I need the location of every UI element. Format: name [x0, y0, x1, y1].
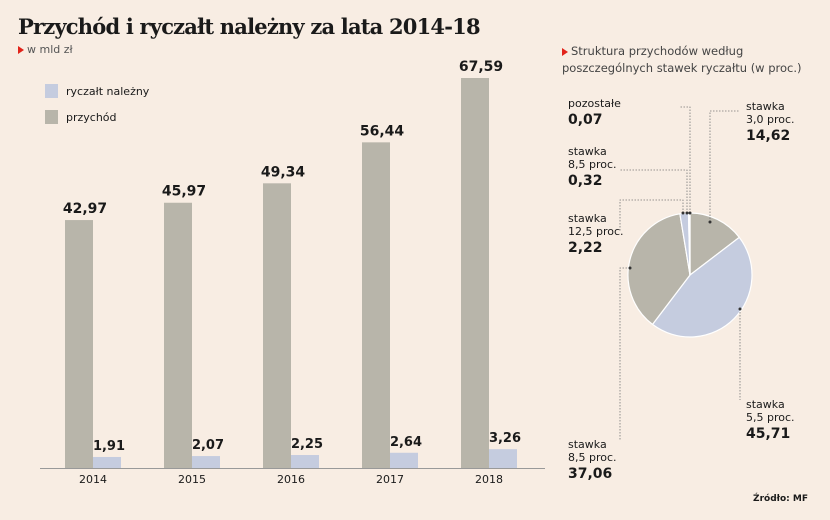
pie-label-value-5: 0,07: [568, 112, 603, 128]
pie-label-name-3: stawka: [568, 212, 607, 225]
legend-label-przychod: przychód: [66, 111, 117, 124]
legend-label-ryczalt: ryczałt należny: [66, 85, 150, 98]
unit-label: w mld zł: [18, 43, 73, 56]
data-label-przychod-2018: 67,59: [459, 59, 503, 75]
chart-title: Przychód i ryczałt należny za lata 2014-…: [18, 14, 481, 39]
leader-dot-1: [738, 307, 742, 311]
x-tick-label-2014: 2014: [79, 473, 107, 486]
leader-dot-5: [688, 211, 692, 215]
bar-przychod-2018: [461, 78, 489, 468]
data-label-przychod-2015: 45,97: [162, 184, 206, 200]
pie-label-rate-3: 12,5 proc.: [568, 225, 624, 238]
data-label-ryczalt-2016: 2,25: [291, 437, 323, 452]
pie-label-name-2: stawka: [568, 438, 607, 451]
pie-label-value-2: 37,06: [568, 466, 612, 482]
leader-line-2: [619, 267, 630, 440]
pie-slice-1: [651, 236, 753, 338]
pie-label-name-0: stawka: [746, 100, 785, 113]
pie-slice-2: [627, 213, 691, 326]
bar-ryczalt-2015: [192, 456, 220, 468]
pie-label-value-3: 2,22: [568, 240, 603, 256]
data-label-przychod-2017: 56,44: [360, 123, 405, 139]
leader-line-3: [619, 199, 684, 232]
leader-line-4: [620, 169, 688, 213]
legend-swatch-ryczalt: [45, 84, 58, 98]
bar-przychod-2015: [164, 202, 192, 469]
x-tick-label-2016: 2016: [277, 473, 305, 486]
x-tick-label-2015: 2015: [178, 473, 206, 486]
x-tick-label-2018: 2018: [475, 473, 503, 486]
pie-label-rate-4: 8,5 proc.: [568, 158, 617, 171]
leader-dot-0: [708, 220, 712, 224]
bar-przychod-2017: [362, 142, 390, 469]
triangle-marker-icon: [18, 46, 24, 54]
bar-ryczalt-2018: [489, 449, 517, 468]
pie-label-name-5: pozostałe: [568, 97, 621, 110]
data-label-przychod-2014: 42,97: [63, 201, 107, 217]
pie-title: Struktura przychodów według poszczególny…: [562, 43, 812, 77]
bar-ryczalt-2014: [93, 456, 121, 468]
data-label-ryczalt-2015: 2,07: [192, 438, 224, 453]
pie-label-rate-2: 8,5 proc.: [568, 451, 617, 464]
bar-ryczalt-2016: [291, 455, 319, 468]
bar-przychod-2014: [65, 220, 93, 468]
pie-title-text: Struktura przychodów według poszczególny…: [562, 44, 802, 75]
pie-label-value-0: 14,62: [746, 128, 790, 144]
pie-label-value-4: 0,32: [568, 173, 603, 189]
leader-line-0: [709, 110, 740, 222]
unit-text: w mld zł: [27, 43, 73, 56]
bar-ryczalt-2017: [390, 452, 418, 468]
data-label-ryczalt-2014: 1,91: [93, 439, 125, 454]
pie-label-rate-1: 5,5 proc.: [746, 411, 795, 424]
data-label-ryczalt-2018: 3,26: [489, 431, 521, 446]
pie-label-name-4: stawka: [568, 145, 607, 158]
leader-dot-3: [681, 211, 685, 215]
data-label-przychod-2016: 49,34: [261, 164, 306, 180]
leader-line-5: [680, 106, 691, 213]
pie-label-name-1: stawka: [746, 398, 785, 411]
data-label-ryczalt-2017: 2,64: [390, 435, 422, 450]
bar-przychod-2016: [263, 183, 291, 469]
triangle-marker-icon: [562, 48, 568, 56]
x-tick-label-2017: 2017: [376, 473, 404, 486]
leader-dot-4: [685, 211, 689, 215]
legend-swatch-przychod: [45, 110, 58, 124]
leader-dot-2: [628, 266, 632, 270]
source-note: Źródło: MF: [753, 494, 808, 504]
pie-label-rate-0: 3,0 proc.: [746, 113, 795, 126]
pie-label-value-1: 45,71: [746, 426, 790, 442]
